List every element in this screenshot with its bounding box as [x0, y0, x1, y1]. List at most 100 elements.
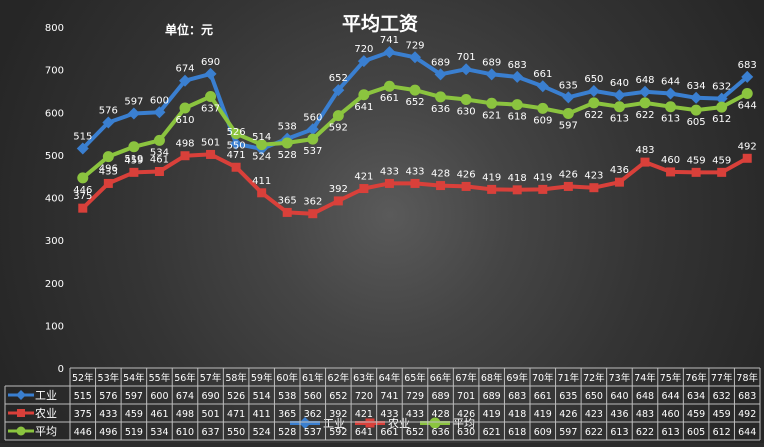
data-point	[358, 89, 370, 101]
data-point	[538, 184, 548, 194]
data-point	[231, 162, 241, 172]
table-cell: 514	[253, 391, 271, 402]
data-label: 496	[99, 164, 118, 175]
data-label: 630	[457, 106, 476, 117]
data-label: 640	[610, 78, 629, 89]
data-label: 460	[661, 155, 680, 166]
data-point	[359, 184, 369, 194]
table-cell: 423	[585, 409, 603, 420]
data-point	[460, 63, 473, 76]
data-point	[435, 91, 447, 103]
series-group	[76, 46, 754, 219]
data-label: 634	[687, 81, 706, 92]
table-header-cell: 52年	[72, 372, 94, 384]
data-point	[410, 178, 420, 188]
data-point	[613, 89, 626, 102]
table-cell: 421	[355, 409, 373, 420]
data-point	[332, 110, 344, 122]
data-label: 419	[482, 172, 501, 183]
data-label: 622	[584, 110, 603, 121]
table-cell: 576	[99, 391, 117, 402]
data-point	[306, 123, 319, 136]
data-point	[154, 166, 164, 176]
data-label: 492	[738, 141, 757, 152]
data-point	[690, 104, 702, 116]
y-tick-label: 200	[45, 279, 64, 290]
data-label: 514	[252, 132, 271, 143]
table-header-cell: 55年	[149, 372, 171, 384]
table-header-cell: 68年	[481, 372, 503, 384]
table-cell: 622	[636, 427, 654, 438]
data-label: 362	[303, 197, 322, 208]
data-point	[179, 102, 191, 114]
data-point	[102, 151, 114, 163]
chart-title: 平均工资	[342, 12, 418, 35]
data-label: 519	[124, 154, 143, 165]
table-header-cell: 66年	[430, 372, 452, 384]
table-header-cell: 67年	[455, 372, 477, 384]
table-cell: 690	[201, 391, 219, 402]
data-point	[307, 133, 319, 145]
data-point	[129, 167, 139, 177]
data-point	[230, 137, 243, 150]
data-label: 644	[738, 100, 757, 111]
data-label: 618	[508, 112, 527, 123]
data-label: 515	[73, 131, 92, 142]
data-point	[511, 70, 524, 83]
data-label: 650	[584, 74, 603, 85]
data-label: 600	[150, 95, 169, 106]
table-header-cell: 73年	[609, 372, 631, 384]
table-cell: 612	[713, 427, 731, 438]
data-point	[639, 85, 651, 98]
table-cell: 597	[125, 391, 143, 402]
table-cell: 524	[253, 427, 271, 438]
table-cell: 459	[687, 409, 705, 420]
data-label: 689	[431, 57, 450, 68]
table-cell: 411	[253, 409, 271, 420]
y-tick-label: 0	[58, 364, 64, 375]
data-label: 621	[482, 110, 501, 121]
data-point	[716, 101, 728, 113]
data-label: 701	[457, 52, 476, 63]
data-label: 421	[354, 172, 373, 183]
table-cell: 483	[636, 409, 654, 420]
data-point	[230, 128, 242, 140]
table-header-cell: 58年	[225, 372, 247, 384]
data-point	[460, 93, 472, 105]
table-header-cell: 77年	[711, 372, 733, 384]
legend-label: 工业	[323, 417, 345, 430]
table-cell: 375	[74, 409, 92, 420]
data-label: 674	[175, 64, 194, 75]
data-point	[717, 167, 727, 177]
row-key-marker	[16, 390, 26, 400]
legend-marker	[299, 417, 311, 429]
data-label: 720	[354, 44, 373, 55]
y-tick-label: 300	[45, 236, 64, 247]
table-cell: 560	[304, 391, 322, 402]
data-point	[153, 134, 165, 146]
table-header-cell: 56年	[174, 372, 196, 384]
data-point	[742, 153, 752, 163]
table-cell: 461	[150, 409, 168, 420]
data-label: 459	[687, 155, 706, 166]
data-label: 433	[380, 166, 399, 177]
data-label: 683	[738, 60, 757, 71]
data-point	[409, 51, 421, 64]
y-tick-label: 600	[45, 108, 64, 119]
table-cell: 605	[687, 427, 705, 438]
table-cell: 362	[304, 409, 322, 420]
table-cell: 526	[227, 391, 245, 402]
row-key-marker	[17, 409, 25, 417]
data-point	[614, 177, 624, 187]
data-point	[587, 84, 600, 97]
data-label: 661	[380, 93, 399, 104]
table-cell: 652	[406, 427, 424, 438]
table-cell: 683	[738, 391, 756, 402]
table-cell: 683	[508, 391, 526, 402]
data-point	[333, 196, 343, 206]
table-cell: 528	[278, 427, 296, 438]
data-label: 597	[124, 97, 143, 108]
table-header-cell: 70年	[532, 372, 554, 384]
table-header-cell: 72年	[583, 372, 605, 384]
data-label: 365	[278, 195, 297, 206]
